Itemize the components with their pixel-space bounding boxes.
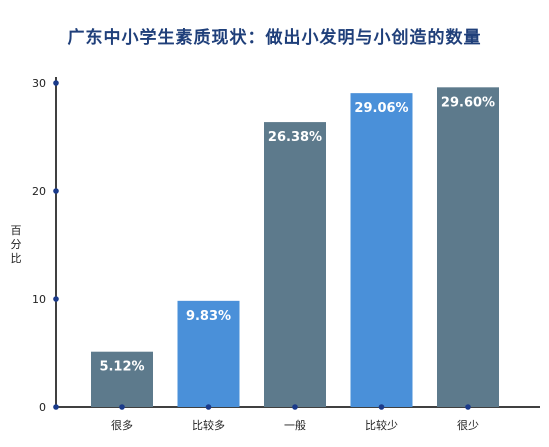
data-label: 9.83% — [186, 309, 231, 324]
x-tick-label: 比较少 — [365, 418, 398, 432]
bar — [437, 87, 499, 407]
x-tick-dot — [378, 404, 385, 410]
x-tick-dot — [292, 404, 298, 410]
y-tick-dot — [53, 296, 59, 302]
data-label: 26.38% — [268, 130, 322, 145]
y-tick-label: 30 — [32, 77, 46, 90]
y-tick-label: 0 — [39, 401, 46, 414]
y-tick-dot — [53, 404, 59, 410]
bar — [350, 93, 413, 407]
y-axis-label: 百分比 — [10, 224, 22, 265]
data-label: 29.60% — [441, 95, 495, 110]
chart-title: 广东中小学生素质现状：做出小发明与小创造的数量 — [67, 28, 482, 48]
data-label: 5.12% — [99, 360, 144, 375]
data-label: 29.06% — [354, 101, 408, 116]
y-tick-dot — [53, 188, 59, 194]
bar — [177, 300, 240, 407]
y-tick-label: 10 — [32, 293, 46, 306]
x-tick-label: 很少 — [457, 418, 479, 432]
x-tick-label: 很多 — [111, 418, 133, 432]
x-tick-label: 比较多 — [192, 418, 225, 432]
x-tick-dot — [119, 404, 125, 410]
y-tick-label: 20 — [32, 185, 46, 198]
x-tick-label: 一般 — [284, 419, 306, 432]
bar — [264, 122, 326, 407]
y-tick-dot — [53, 80, 59, 86]
x-tick-dot — [205, 404, 212, 410]
bar — [91, 351, 153, 407]
x-tick-dot — [465, 404, 471, 410]
